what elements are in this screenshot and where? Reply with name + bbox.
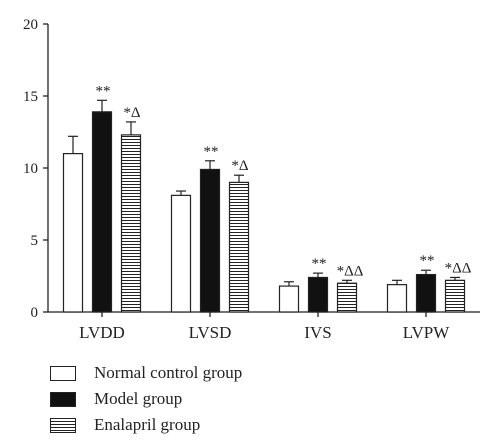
bar-lvpw-series-1: [415, 273, 437, 313]
y-tick-label: 10: [23, 161, 38, 177]
legend-swatch-enalapril: [50, 417, 76, 433]
y-tick-label: 0: [31, 305, 39, 321]
bar-ivs-series-1: [307, 276, 329, 313]
bar-ivs-series-0: [278, 285, 300, 313]
significance-label: **: [420, 253, 435, 269]
y-tick-label: 5: [31, 233, 39, 249]
y-tick-label: 20: [23, 17, 38, 33]
legend-label-normal: Normal control group: [94, 363, 243, 382]
bar-lvsd-series-0: [170, 194, 192, 313]
legend-item-normal: Normal control group: [50, 360, 242, 386]
bar-lvsd-series-2: [228, 181, 250, 313]
significance-label: *ΔΔ: [337, 263, 364, 279]
x-tick-label-lvpw: LVPW: [403, 323, 451, 342]
bars: ** *Δ ** *Δ ** *ΔΔ ** *ΔΔ: [62, 83, 472, 313]
bar-ivs-series-2: [336, 282, 358, 313]
bar-lvdd-series-0: [62, 153, 84, 313]
x-tick-label-lvsd: LVSD: [189, 323, 232, 342]
bar-lvdd-series-1: [91, 111, 113, 313]
significance-label: **: [312, 256, 327, 272]
significance-label: **: [204, 144, 219, 160]
legend-label-enalapril: Enalapril group: [94, 415, 201, 434]
legend-item-enalapril: Enalapril group: [50, 412, 242, 438]
legend: Normal control group Model group Enalapr…: [50, 360, 242, 438]
bar-lvpw-series-2: [444, 279, 466, 313]
significance-label: **: [96, 83, 111, 99]
legend-swatch-normal: [50, 365, 76, 381]
significance-label: *Δ: [231, 158, 249, 174]
y-tick-label: 15: [23, 89, 38, 105]
significance-label: *Δ: [123, 105, 141, 121]
bar-lvpw-series-0: [386, 284, 408, 313]
significance-label: *ΔΔ: [445, 260, 472, 276]
bar-lvsd-series-1: [199, 168, 221, 313]
axes: 0 5 10 15 20 LVDD LVSD IVS LVPW: [23, 17, 480, 342]
bar-lvdd-series-2: [120, 134, 142, 313]
legend-item-model: Model group: [50, 386, 242, 412]
x-tick-label-lvdd: LVDD: [79, 323, 125, 342]
legend-swatch-model: [50, 391, 76, 407]
x-tick-label-ivs: IVS: [304, 323, 331, 342]
legend-label-model: Model group: [94, 389, 183, 408]
